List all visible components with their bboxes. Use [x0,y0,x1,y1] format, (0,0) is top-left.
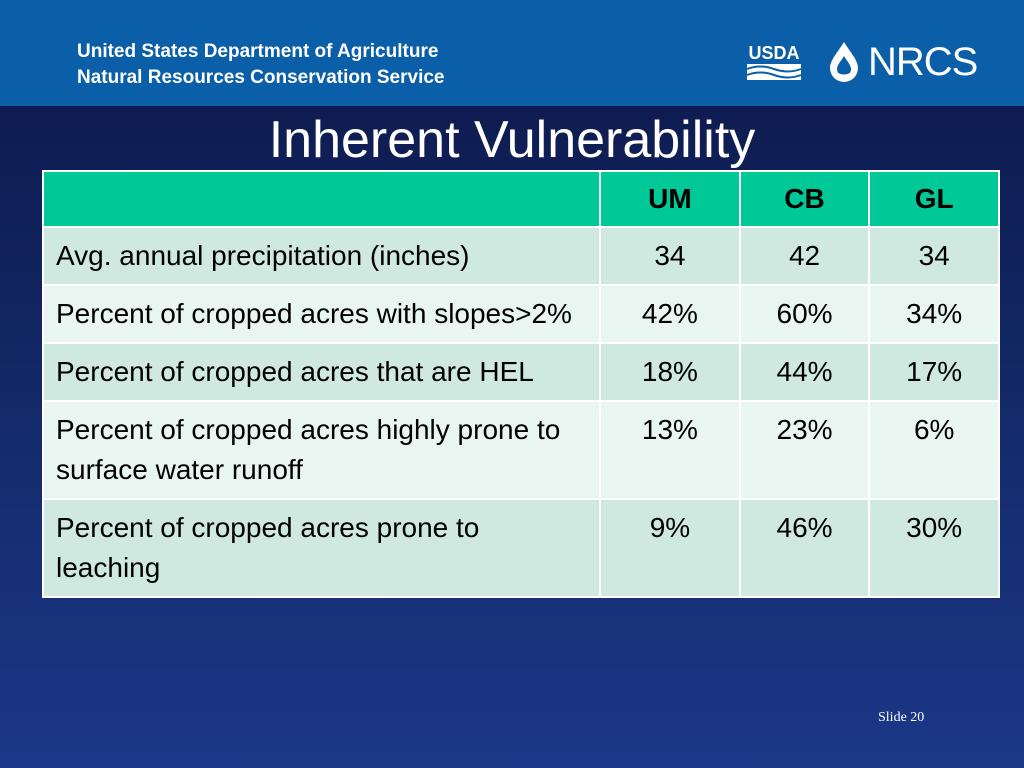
agency-line-2: Natural Resources Conservation Service [77,67,445,88]
cell-cb: 60% [738,284,871,344]
cell-um: 42% [599,284,741,344]
usda-logo-text: USDA [748,43,799,63]
usda-logo: USDA [746,42,802,82]
cell-gl: 34 [868,226,1000,286]
cell-cb: 23% [738,400,871,500]
vulnerability-table: UM CB GL Avg. annual precipitation (inch… [41,170,1000,598]
header-cb: CB [738,170,871,228]
row-label: Percent of cropped acres with slopes>2% [41,284,602,344]
cell-cb: 46% [738,498,871,598]
table-row: Percent of cropped acres highly prone to… [41,400,1000,500]
row-label: Percent of cropped acres highly prone to… [41,400,602,500]
cell-gl: 34% [868,284,1000,344]
cell-um: 18% [599,342,741,402]
table-row: Avg. annual precipitation (inches) 34 42… [41,226,1000,286]
table-row: Percent of cropped acres prone to leachi… [41,498,1000,598]
header-gl: GL [868,170,1000,228]
table-row: Percent of cropped acres that are HEL 18… [41,342,1000,402]
cell-cb: 42 [738,226,871,286]
cell-um: 13% [599,400,741,500]
table-row: Percent of cropped acres with slopes>2% … [41,284,1000,344]
cell-gl: 30% [868,498,1000,598]
table-header-row: UM CB GL [41,170,1000,228]
row-label: Percent of cropped acres that are HEL [41,342,602,402]
header-bar: United States Department of Agriculture … [0,0,1024,106]
header-um: UM [599,170,741,228]
header-blank-cell [41,170,602,228]
agency-line-1: United States Department of Agriculture [77,41,439,62]
cell-gl: 17% [868,342,1000,402]
cell-cb: 44% [738,342,871,402]
nrcs-logo: NRCS [824,40,978,84]
agency-name: United States Department of Agriculture … [77,39,445,91]
nrcs-logo-text: NRCS [868,40,978,84]
row-label: Percent of cropped acres prone to leachi… [41,498,602,598]
cell-gl: 6% [868,400,1000,500]
slide-number: Slide 20 [878,710,925,725]
cell-um: 34 [599,226,741,286]
row-label: Avg. annual precipitation (inches) [41,226,602,286]
water-drop-icon [830,42,858,82]
slide-title: Inherent Vulnerability [268,111,756,169]
cell-um: 9% [599,498,741,598]
